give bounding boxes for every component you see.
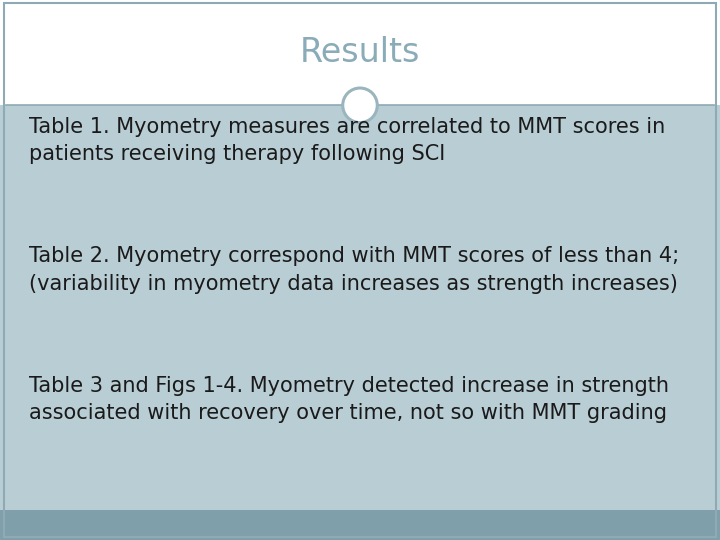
- Text: Results: Results: [300, 36, 420, 69]
- FancyBboxPatch shape: [0, 0, 720, 105]
- FancyBboxPatch shape: [0, 105, 720, 510]
- Text: Table 1. Myometry measures are correlated to MMT scores in
patients receiving th: Table 1. Myometry measures are correlate…: [29, 117, 665, 164]
- Text: Table 2. Myometry correspond with MMT scores of less than 4;
(variability in myo: Table 2. Myometry correspond with MMT sc…: [29, 246, 679, 294]
- Ellipse shape: [343, 88, 377, 123]
- FancyBboxPatch shape: [0, 510, 720, 540]
- Text: Table 3 and Figs 1-4. Myometry detected increase in strength
associated with rec: Table 3 and Figs 1-4. Myometry detected …: [29, 376, 669, 423]
